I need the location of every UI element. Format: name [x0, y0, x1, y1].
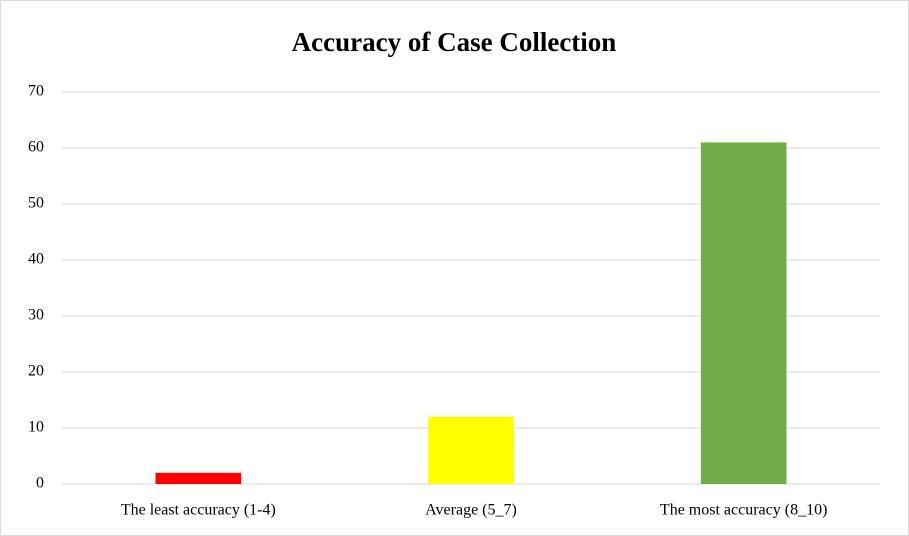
x-tick-label: Average (5_7) [425, 502, 517, 519]
y-tick-label: 50 [28, 195, 44, 212]
bar [155, 472, 242, 484]
y-tick-label: 70 [28, 83, 44, 100]
bar [428, 416, 514, 484]
bar [700, 142, 787, 484]
chart-title: Accuracy of Case Collection [292, 27, 617, 57]
x-tick-label: The most accuracy (8_10) [660, 502, 827, 519]
y-tick-label: 20 [28, 363, 44, 380]
y-tick-label: 60 [28, 139, 44, 156]
y-tick-label: 30 [28, 307, 44, 324]
y-tick-label: 0 [36, 475, 44, 492]
x-tick-label: The least accuracy (1-4) [121, 502, 276, 519]
y-tick-label: 40 [28, 251, 44, 268]
y-tick-label: 10 [28, 419, 44, 436]
